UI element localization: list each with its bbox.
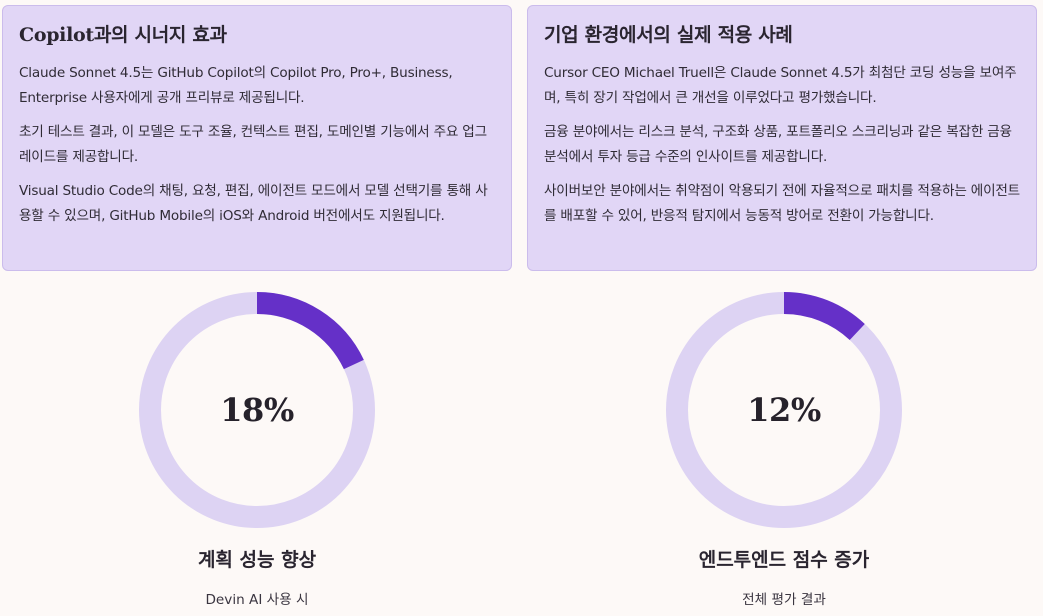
enterprise-cases-card: 기업 환경에서의 실제 적용 사례 Cursor CEO Michael Tru… (527, 5, 1037, 271)
progress-ring-graphic (666, 292, 902, 528)
copilot-synergy-card: Copilot과의 시너지 효과 Claude Sonnet 4.5는 GitH… (2, 5, 512, 271)
card-paragraph: Visual Studio Code의 채팅, 요청, 편집, 에이전트 모드에… (19, 183, 488, 224)
stat-subtitle: Devin AI 사용 시 (205, 592, 309, 608)
end-to-end-score-ring: 12% (664, 290, 904, 530)
card-title: 기업 환경에서의 실제 적용 사례 (544, 24, 793, 46)
card-title: Copilot과의 시너지 효과 (19, 24, 227, 46)
card-paragraph: 금융 분야에서는 리스크 분석, 구조화 상품, 포트폴리오 스크리닝과 같은 … (544, 124, 1012, 165)
card-paragraph: Claude Sonnet 4.5는 GitHub Copilot의 Copil… (19, 65, 453, 106)
card-paragraph: Cursor CEO Michael Truell은 Claude Sonnet… (544, 65, 1017, 106)
ring-percent-label: 12% (747, 391, 821, 429)
stat-subtitle: 전체 평가 결과 (742, 592, 826, 608)
card-paragraph: 초기 테스트 결과, 이 모델은 도구 조율, 컨텍스트 편집, 도메인별 기능… (19, 124, 487, 165)
ring-progress-arc (666, 292, 902, 528)
ring-percent-label: 18% (220, 391, 294, 429)
progress-ring-graphic (139, 292, 375, 528)
ring-progress-arc (139, 292, 375, 528)
stat-title: 계획 성능 향상 (197, 549, 317, 571)
card-paragraph: 사이버보안 분야에서는 취약점이 악용되기 전에 자율적으로 패치를 적용하는 … (544, 183, 1020, 224)
planning-performance-ring: 18% (137, 290, 377, 530)
stat-title: 엔드투엔드 점수 증가 (698, 549, 870, 571)
